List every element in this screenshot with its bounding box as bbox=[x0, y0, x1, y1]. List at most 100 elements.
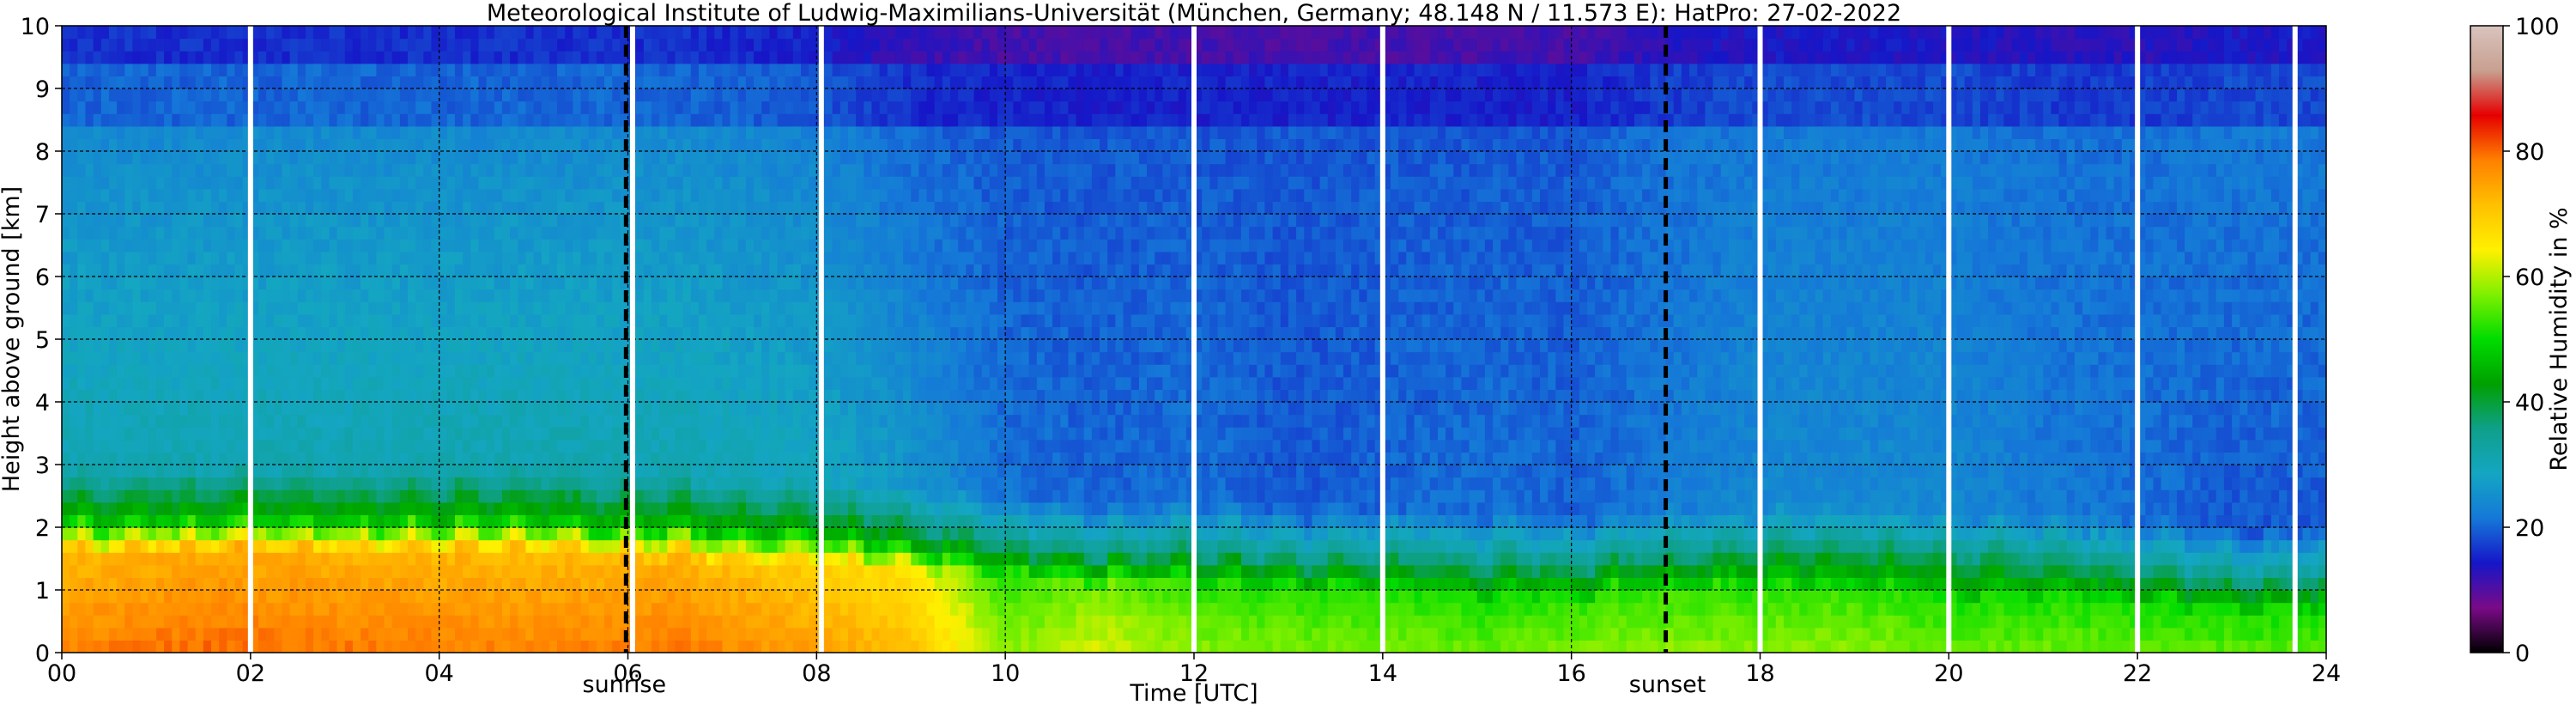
heatmap-cell bbox=[651, 201, 660, 215]
heatmap-cell bbox=[321, 402, 330, 416]
heatmap-cell bbox=[242, 251, 252, 264]
heatmap-cell bbox=[801, 590, 809, 604]
heatmap-cell bbox=[85, 289, 94, 302]
heatmap-cell bbox=[313, 351, 322, 365]
heatmap-cell bbox=[219, 214, 227, 228]
heatmap-cell bbox=[93, 100, 102, 114]
heatmap-cell bbox=[596, 527, 605, 541]
heatmap-cell bbox=[124, 439, 134, 453]
heatmap-cell bbox=[242, 138, 252, 152]
heatmap-cell bbox=[588, 627, 597, 641]
heatmap-cell bbox=[117, 226, 125, 240]
heatmap-cell bbox=[376, 76, 385, 89]
heatmap-cell bbox=[368, 414, 377, 428]
heatmap-cell bbox=[620, 151, 629, 165]
heatmap-cell bbox=[368, 590, 377, 604]
heatmap-cell bbox=[77, 100, 87, 114]
heatmap-cell bbox=[690, 214, 700, 228]
heatmap-cell bbox=[344, 176, 354, 190]
heatmap-cell bbox=[454, 151, 464, 165]
heatmap-cell bbox=[580, 577, 590, 591]
heatmap-cell bbox=[368, 176, 377, 190]
heatmap-cell bbox=[792, 590, 802, 604]
heatmap-cell bbox=[549, 477, 558, 490]
heatmap-cell bbox=[525, 439, 535, 453]
heatmap-cell bbox=[470, 51, 480, 64]
heatmap-cell bbox=[297, 514, 306, 528]
heatmap-cell bbox=[399, 351, 409, 365]
heatmap-cell bbox=[824, 26, 833, 40]
heatmap-cell bbox=[549, 125, 558, 139]
heatmap-cell bbox=[70, 602, 78, 616]
heatmap-cell bbox=[690, 100, 700, 114]
heatmap-cell bbox=[533, 88, 542, 102]
heatmap-cell bbox=[305, 76, 314, 89]
heatmap-cell bbox=[179, 201, 189, 215]
heatmap-cell bbox=[777, 439, 786, 453]
heatmap-cell bbox=[635, 176, 645, 190]
heatmap-cell bbox=[761, 38, 770, 52]
heatmap-cell bbox=[329, 264, 338, 277]
heatmap-cell bbox=[408, 289, 416, 302]
heatmap-cell bbox=[785, 276, 794, 290]
heatmap-cell bbox=[659, 264, 668, 277]
heatmap-cell bbox=[62, 577, 70, 591]
heatmap-cell bbox=[777, 602, 786, 616]
heatmap-cell bbox=[227, 414, 236, 428]
heatmap-cell bbox=[313, 26, 322, 40]
heatmap-cell bbox=[580, 88, 590, 102]
heatmap-cell bbox=[423, 627, 433, 641]
heatmap-cell bbox=[454, 38, 464, 52]
heatmap-cell bbox=[722, 427, 731, 441]
heatmap-cell bbox=[336, 88, 346, 102]
heatmap-cell bbox=[266, 125, 275, 139]
heatmap-cell bbox=[321, 539, 330, 553]
heatmap-cell bbox=[336, 326, 346, 340]
heatmap-cell bbox=[439, 527, 448, 541]
heatmap-cell bbox=[172, 88, 180, 102]
heatmap-cell bbox=[501, 539, 511, 553]
heatmap-cell bbox=[376, 100, 385, 114]
heatmap-cell bbox=[108, 251, 118, 264]
heatmap-cell bbox=[85, 301, 94, 315]
heatmap-cell bbox=[391, 100, 401, 114]
heatmap-cell bbox=[777, 527, 786, 541]
heatmap-cell bbox=[801, 125, 809, 139]
heatmap-cell bbox=[211, 26, 220, 40]
heatmap-cell bbox=[612, 477, 621, 490]
heatmap-cell bbox=[219, 313, 227, 327]
heatmap-cell bbox=[70, 339, 78, 353]
heatmap-cell bbox=[203, 564, 212, 578]
heatmap-cell bbox=[108, 239, 118, 252]
heatmap-cell bbox=[494, 125, 503, 139]
heatmap-cell bbox=[140, 226, 149, 240]
heatmap-cell bbox=[792, 501, 802, 515]
heatmap-cell bbox=[148, 389, 157, 403]
heatmap-cell bbox=[501, 201, 511, 215]
heatmap-cell bbox=[667, 640, 676, 653]
heatmap-cell bbox=[179, 339, 189, 353]
heatmap-cell bbox=[117, 640, 125, 653]
heatmap-cell bbox=[289, 552, 299, 566]
heatmap-cell bbox=[463, 552, 471, 566]
heatmap-cell bbox=[195, 214, 204, 228]
heatmap-cell bbox=[408, 264, 416, 277]
heatmap-cell bbox=[266, 76, 275, 89]
heatmap-cell bbox=[85, 439, 94, 453]
heatmap-cell bbox=[242, 489, 252, 503]
heatmap-cell bbox=[93, 313, 102, 327]
heatmap-cell bbox=[454, 289, 464, 302]
heatmap-cell bbox=[329, 514, 338, 528]
heatmap-cell bbox=[321, 251, 330, 264]
heatmap-cell bbox=[361, 501, 369, 515]
heatmap-cell bbox=[541, 527, 550, 541]
heatmap-cell bbox=[643, 640, 652, 653]
heatmap-cell bbox=[250, 276, 259, 290]
heatmap-cell bbox=[155, 201, 165, 215]
heatmap-cell bbox=[761, 427, 770, 441]
heatmap-cell bbox=[675, 514, 684, 528]
heatmap-cell bbox=[368, 376, 377, 390]
heatmap-cell bbox=[140, 38, 149, 52]
heatmap-cell bbox=[635, 402, 645, 416]
heatmap-cell bbox=[754, 38, 762, 52]
